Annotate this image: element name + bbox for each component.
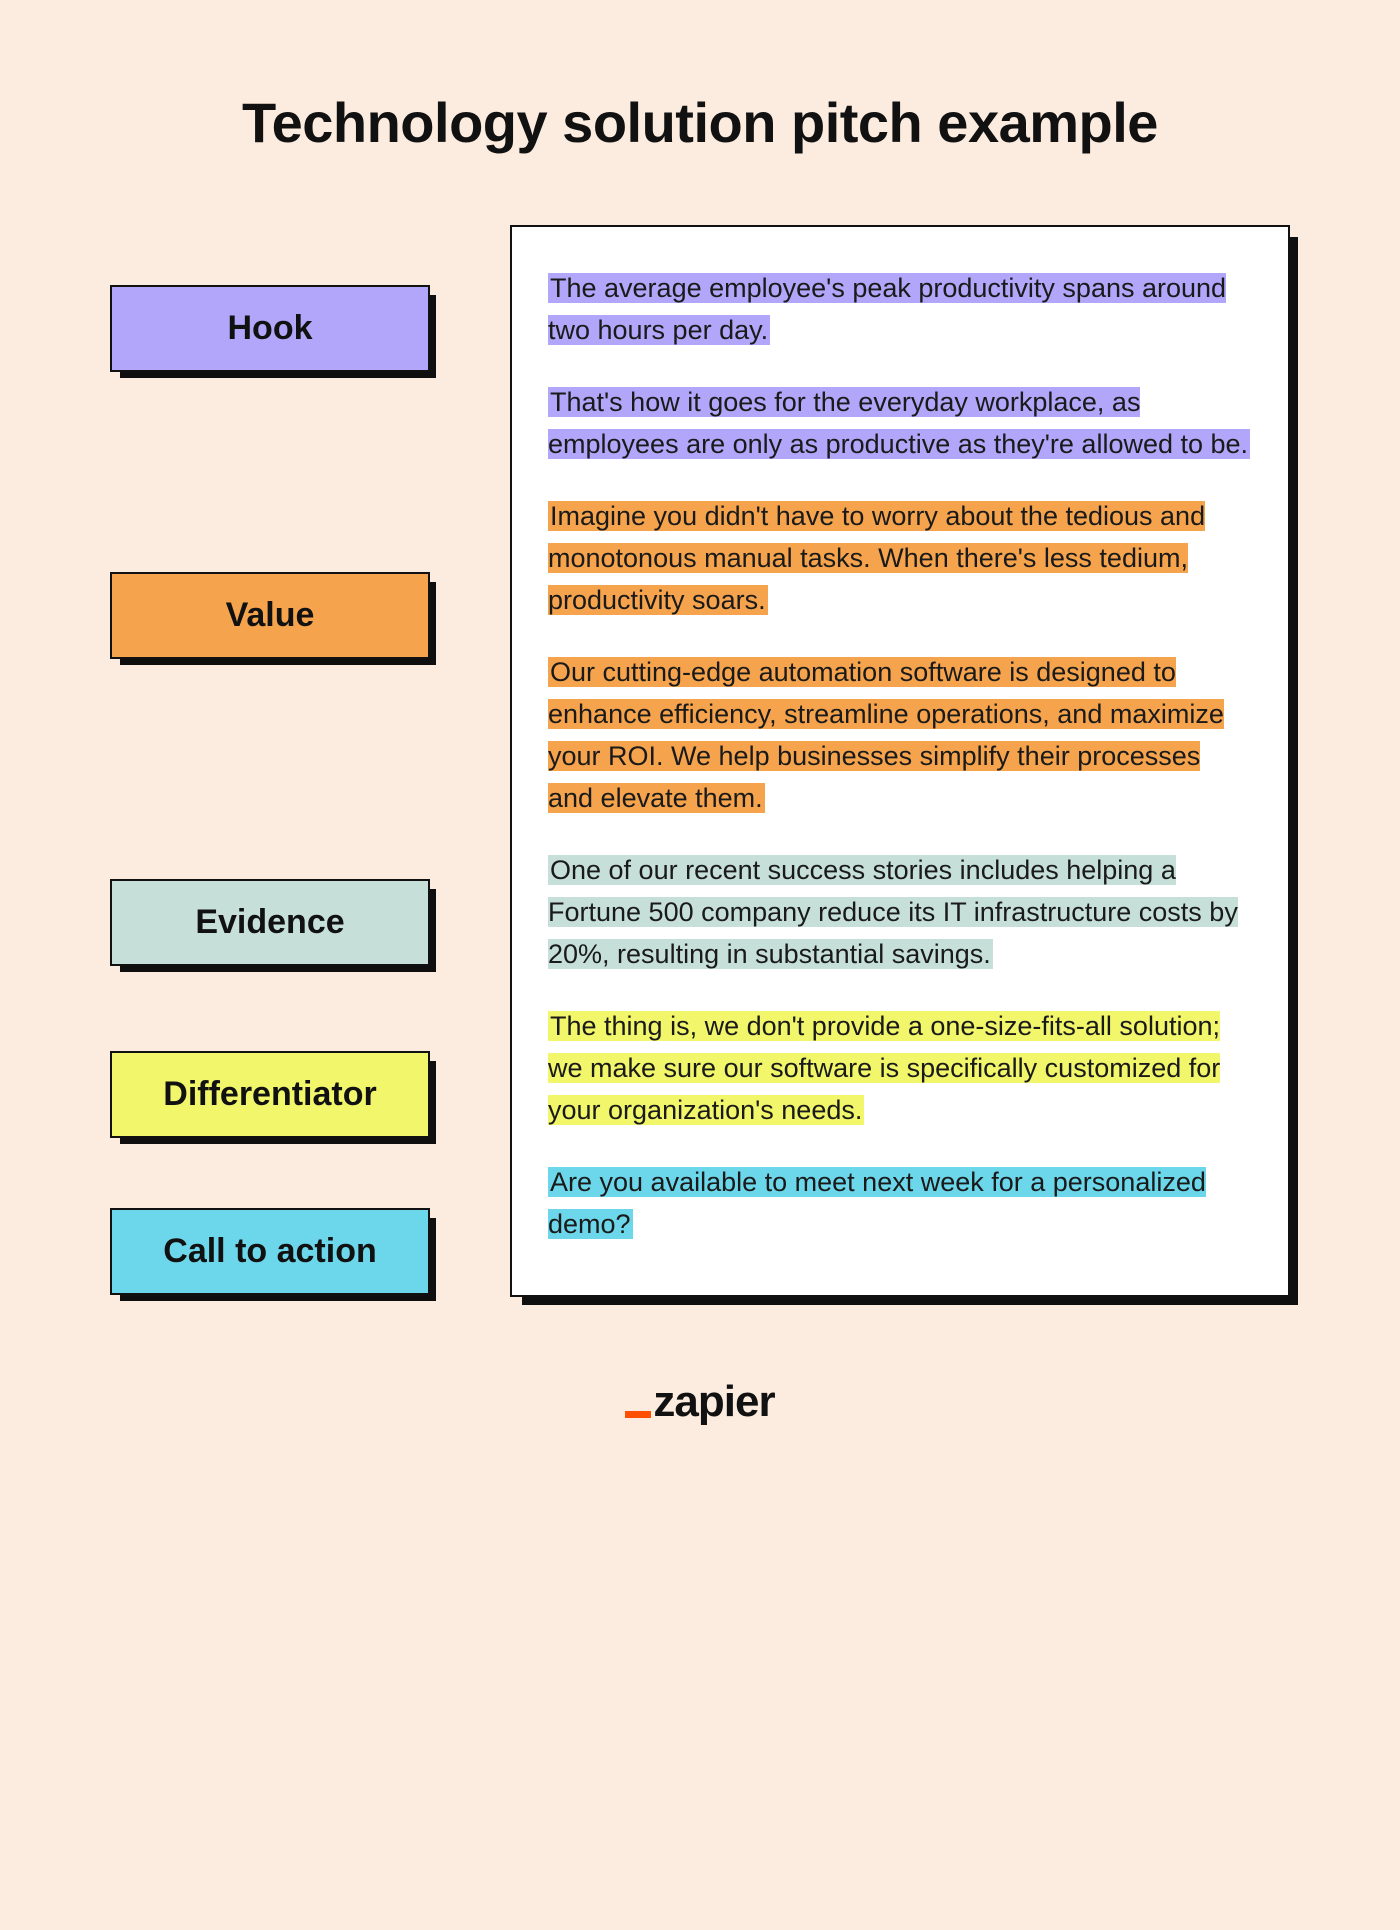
label-cta: Call to action [110, 1208, 430, 1295]
paragraph-evidence: One of our recent success stories includ… [548, 849, 1252, 975]
highlight-differentiator: The thing is, we don't provide a one-siz… [548, 1011, 1220, 1125]
content-card: The average employee's peak productivity… [510, 225, 1290, 1297]
highlight-value: Imagine you didn't have to worry about t… [548, 501, 1205, 615]
label-differentiator: Differentiator [110, 1051, 430, 1138]
highlight-value: Our cutting-edge automation software is … [548, 657, 1224, 813]
highlight-cta: Are you available to meet next week for … [548, 1167, 1206, 1239]
columns: Hook Value Evidence Differentiator Call to a… [110, 225, 1290, 1297]
paragraph-value: Our cutting-edge automation software is … [548, 651, 1252, 819]
paragraph-hook: The average employee's peak productivity… [548, 267, 1252, 351]
paragraph-cta: Are you available to meet next week for … [548, 1161, 1252, 1245]
logo-text: zapier [653, 1377, 774, 1426]
logo-underscore-icon [625, 1411, 651, 1418]
brand-logo: zapier [110, 1377, 1290, 1427]
highlight-hook: The average employee's peak productivity… [548, 273, 1226, 345]
label-value: Value [110, 572, 430, 659]
paragraph-hook: That's how it goes for the everyday work… [548, 381, 1252, 465]
highlight-hook: That's how it goes for the everyday work… [548, 387, 1250, 459]
paragraph-value: Imagine you didn't have to worry about t… [548, 495, 1252, 621]
label-hook: Hook [110, 285, 430, 372]
paragraph-differentiator: The thing is, we don't provide a one-siz… [548, 1005, 1252, 1131]
labels-column: Hook Value Evidence Differentiator Call to a… [110, 225, 450, 1295]
page-title: Technology solution pitch example [110, 90, 1290, 155]
label-evidence: Evidence [110, 879, 430, 966]
highlight-evidence: One of our recent success stories includ… [548, 855, 1238, 969]
